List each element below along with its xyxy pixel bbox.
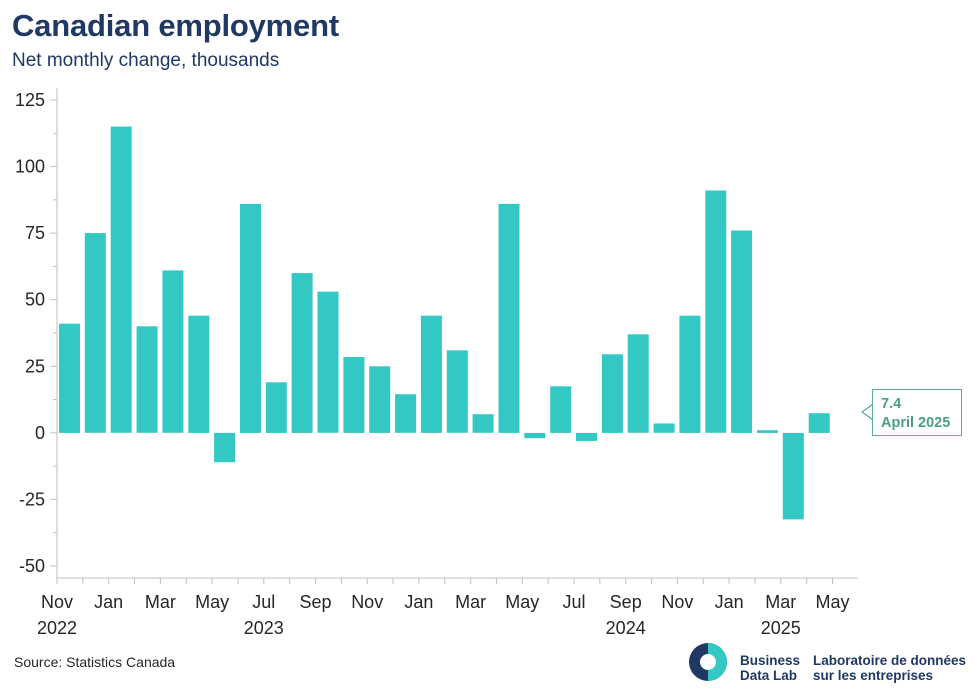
bar-oct-2023 xyxy=(343,357,365,433)
y-tick-label: 50 xyxy=(25,290,45,310)
x-tick-label: Mar xyxy=(455,592,486,612)
callout-label: April 2025 xyxy=(881,415,951,431)
x-tick-label: Sep xyxy=(299,592,331,612)
x-year-label: 2023 xyxy=(244,618,284,638)
bar-oct-2024 xyxy=(653,423,675,433)
bar-mar-2024 xyxy=(472,414,494,433)
x-tick-label: Nov xyxy=(41,592,73,612)
bar-jun-2023 xyxy=(240,203,261,433)
bar-jul-2024 xyxy=(576,432,597,441)
x-tick-label: Jan xyxy=(404,592,433,612)
y-tick-label: 0 xyxy=(35,423,45,443)
x-year-label: 2022 xyxy=(37,618,77,638)
x-tick-label: Jan xyxy=(94,592,123,612)
callout-value: 7.4 xyxy=(881,396,902,412)
x-tick-label: Sep xyxy=(610,592,642,612)
bar-aug-2023 xyxy=(291,273,313,433)
bar-feb-2023 xyxy=(136,326,158,433)
brand-name-english: Business Data Lab xyxy=(740,653,810,683)
brand-fr-line2: sur les entreprises xyxy=(813,668,934,683)
bar-feb-2025 xyxy=(757,430,778,433)
bar-dec-2024 xyxy=(705,190,727,433)
x-tick-label: Jul xyxy=(252,592,275,612)
y-tick-label: 125 xyxy=(15,90,45,110)
bar-mar-2023 xyxy=(162,270,184,433)
bar-dec-2023 xyxy=(395,394,417,433)
x-tick-label: May xyxy=(815,592,849,612)
bar-nov-2022 xyxy=(59,323,80,433)
bars-group xyxy=(59,126,830,520)
axes-group: 125 100 75 50 25 0 -25 -50 Nov 2022 Jan Mar May Jul 20… xyxy=(15,88,858,638)
bar-apr-2025 xyxy=(808,413,830,433)
bar-jan-2024 xyxy=(420,315,442,433)
bar-apr-2023 xyxy=(188,315,210,433)
bar-sep-2024 xyxy=(627,334,649,433)
bar-apr-2024 xyxy=(498,203,520,433)
bar-nov-2024 xyxy=(679,315,701,433)
bar-may-2024 xyxy=(524,432,546,439)
x-tick-label: May xyxy=(195,592,229,612)
x-tick-label: Mar xyxy=(145,592,176,612)
x-tick-label: Jan xyxy=(715,592,744,612)
brand-en-line1: Business xyxy=(740,653,801,668)
chart-subtitle: Net monthly change, thousands xyxy=(12,50,280,71)
brand-fr-line1: Laboratoire de données xyxy=(813,653,967,668)
latest-value-callout: 7.4 April 2025 xyxy=(872,389,962,436)
x-tick-label: Nov xyxy=(351,592,383,612)
y-tick-label: 25 xyxy=(25,356,45,376)
x-year-label: 2025 xyxy=(761,618,801,638)
bar-mar-2025 xyxy=(782,432,804,520)
bar-jun-2024 xyxy=(550,386,572,433)
bar-jan-2023 xyxy=(110,126,132,433)
bar-sep-2023 xyxy=(317,291,339,433)
brand-name-french: Laboratoire de données sur les entrepris… xyxy=(813,653,973,683)
source-note: Source: Statistics Canada xyxy=(14,654,176,670)
bar-jan-2025 xyxy=(731,230,753,433)
chart-title: Canadian employment xyxy=(12,8,339,43)
y-tick-label: 100 xyxy=(15,157,45,177)
business-data-lab-logo xyxy=(689,643,727,681)
bar-feb-2024 xyxy=(446,350,468,433)
y-tick-label: 75 xyxy=(25,223,45,243)
bar-jul-2023 xyxy=(265,382,287,433)
bar-aug-2024 xyxy=(601,354,623,433)
x-tick-label: Mar xyxy=(765,592,796,612)
y-tick-label: -25 xyxy=(19,489,45,509)
x-year-label: 2024 xyxy=(606,618,646,638)
brand-en-line2: Data Lab xyxy=(740,668,798,683)
callout-arrow-inner xyxy=(863,405,873,419)
y-tick-label: -50 xyxy=(19,556,45,576)
bar-nov-2023 xyxy=(369,366,391,433)
bar-dec-2022 xyxy=(84,233,106,433)
x-tick-label: Nov xyxy=(661,592,693,612)
x-tick-label: Jul xyxy=(562,592,585,612)
x-tick-label: May xyxy=(505,592,539,612)
bar-may-2023 xyxy=(214,432,236,463)
